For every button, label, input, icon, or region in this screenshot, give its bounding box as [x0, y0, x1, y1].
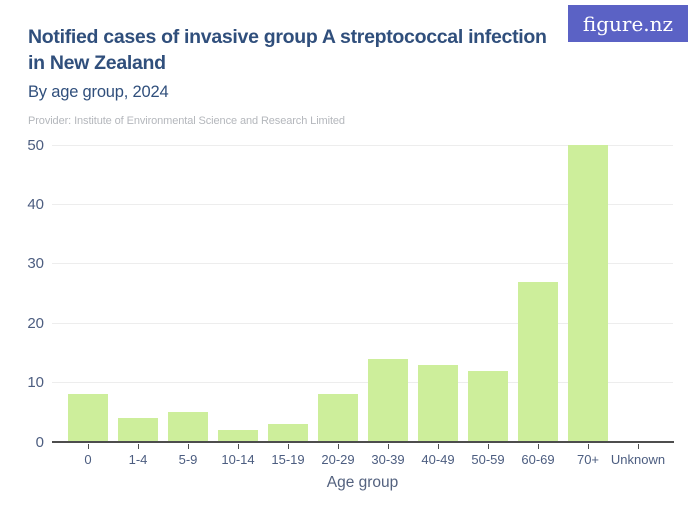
- x-axis-tick-5-9: [188, 444, 189, 449]
- x-axis-tick-label-5-9: 5-9: [178, 452, 198, 467]
- gridline-40: [52, 203, 673, 205]
- bar-10-14[interactable]: [218, 430, 258, 442]
- page-subtitle: By age group, 2024: [28, 83, 169, 101]
- figurenz-logo-text: figure.nz: [582, 11, 674, 36]
- page-title-line1: Notified cases of invasive group A strep…: [28, 26, 547, 48]
- page-title-line2: in New Zealand: [28, 52, 166, 74]
- x-axis-tick-60-69: [538, 444, 539, 449]
- page-title: Notified cases of invasive group A strep…: [28, 24, 548, 76]
- x-axis-tick-10-14: [238, 444, 239, 449]
- x-axis-tick-label-15-19: 15-19: [271, 452, 305, 467]
- x-axis-title: Age group: [326, 474, 399, 491]
- x-axis-tick-label-10-14: 10-14: [221, 452, 255, 467]
- y-axis-tick-label-0: 0: [35, 433, 44, 451]
- x-axis-tick-0: [88, 444, 89, 449]
- bar-40-49[interactable]: [418, 364, 458, 442]
- x-axis-tick-40-49: [438, 444, 439, 449]
- bar-60-69[interactable]: [518, 281, 558, 442]
- y-axis-tick-label-30: 30: [27, 255, 44, 273]
- x-axis-tick-Unknown: [638, 444, 639, 449]
- provider-text: Provider: Institute of Environmental Sci…: [28, 115, 345, 127]
- gridline-10: [52, 382, 673, 384]
- y-axis-tick-label-40: 40: [27, 195, 44, 213]
- x-axis-tick-50-59: [488, 444, 489, 449]
- y-axis-tick-label-20: 20: [27, 314, 44, 332]
- bar-5-9[interactable]: [168, 412, 208, 442]
- x-axis-tick-label-60-69: 60-69: [521, 452, 555, 467]
- bar-1-4[interactable]: [118, 418, 158, 442]
- x-axis-tick-label-1-4: 1-4: [128, 452, 148, 467]
- gridline-20: [52, 322, 673, 324]
- x-axis-tick-label-70+: 70+: [576, 452, 600, 467]
- x-axis-tick-15-19: [288, 444, 289, 449]
- x-axis-tick-70+: [588, 444, 589, 449]
- chart-header: Notified cases of invasive group A strep…: [28, 24, 548, 127]
- bar-70+[interactable]: [568, 145, 608, 442]
- bar-30-39[interactable]: [368, 358, 408, 442]
- x-axis-tick-label-0: 0: [84, 452, 92, 467]
- x-axis-tick-label-40-49: 40-49: [421, 452, 455, 467]
- bar-50-59[interactable]: [468, 370, 508, 442]
- x-axis-tick-label-50-59: 50-59: [471, 452, 505, 467]
- bar-chart: 0 10 20 30 40 50 0 1-4 5-9 10-14 15-19 20-29 30-39 40…: [0, 130, 700, 525]
- gridline-30: [52, 263, 673, 265]
- x-axis-tick-label-30-39: 30-39: [371, 452, 405, 467]
- bar-15-19[interactable]: [268, 424, 308, 442]
- x-axis-tick-30-39: [388, 444, 389, 449]
- x-axis-tick-20-29: [338, 444, 339, 449]
- y-axis-tick-label-50: 50: [27, 136, 44, 154]
- x-axis-tick-label-20-29: 20-29: [321, 452, 355, 467]
- y-axis-tick-label-10: 10: [27, 374, 44, 392]
- x-axis-tick-label-Unknown: Unknown: [610, 452, 666, 467]
- bar-0[interactable]: [68, 394, 108, 442]
- x-axis-line: [52, 441, 674, 443]
- gridline-50: [52, 144, 673, 146]
- figurenz-logo[interactable]: figure.nz: [568, 5, 688, 42]
- x-axis-tick-1-4: [138, 444, 139, 449]
- bar-20-29[interactable]: [318, 394, 358, 442]
